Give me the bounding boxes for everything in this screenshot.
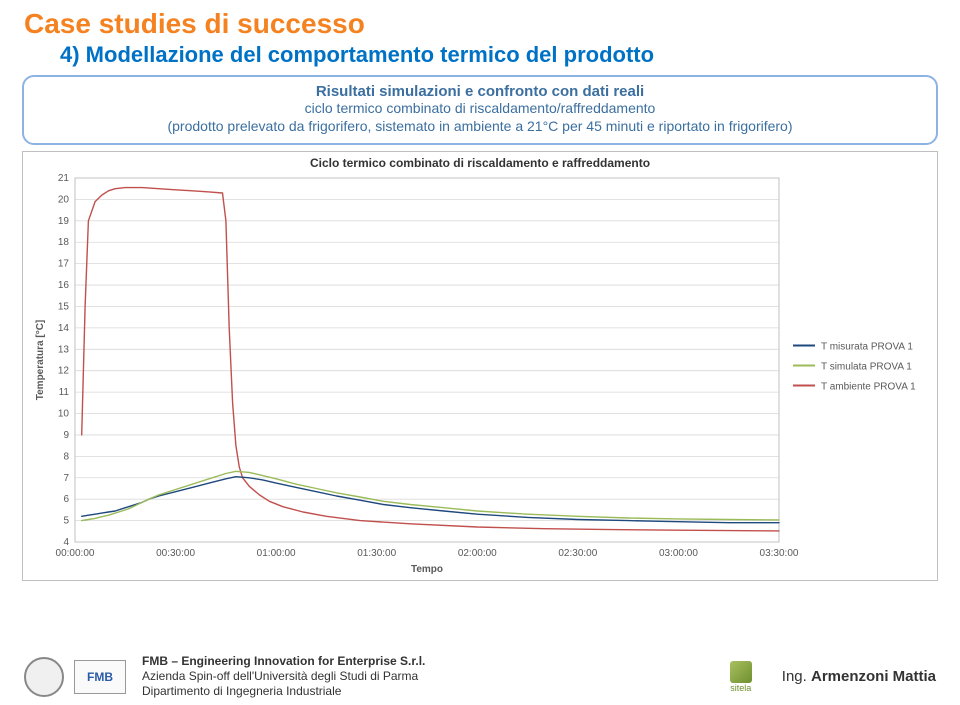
svg-text:02:00:00: 02:00:00 [458,548,497,559]
svg-text:20: 20 [58,195,70,206]
footer-org-line1: FMB – Engineering Innovation for Enterpr… [142,654,425,669]
svg-text:03:00:00: 03:00:00 [659,548,698,559]
description-box: Risultati simulazioni e confronto con da… [22,75,938,145]
svg-text:03:30:00: 03:30:00 [760,548,799,559]
svg-text:8: 8 [63,452,69,463]
description-body: ciclo termico combinato di riscaldamento… [42,100,918,135]
footer-org-line2: Azienda Spin-off dell'Università degli S… [142,669,425,684]
footer-right: sitela Ing. Armenzoni Mattia [714,658,936,696]
line-chart: 4 5 6 7 8 9 10 11 12 13 14 15 16 17 18 19 20 21 00:00:00 00… [29,172,929,576]
description-heading: Risultati simulazioni e confronto con da… [42,83,918,100]
footer: FMB FMB – Engineering Innovation for Ent… [0,654,960,699]
svg-text:4: 4 [63,537,69,548]
svg-text:T misurata PROVA 1: T misurata PROVA 1 [821,342,913,353]
svg-text:Tempo: Tempo [411,564,443,575]
svg-text:21: 21 [58,173,70,184]
svg-text:15: 15 [58,302,70,313]
svg-text:T ambiente PROVA 1: T ambiente PROVA 1 [821,382,916,393]
chart-title: Ciclo termico combinato di riscaldamento… [29,156,931,170]
sitea-label: sitela [730,683,751,693]
page-subtitle: 4) Modellazione del comportamento termic… [0,42,960,73]
svg-text:18: 18 [58,238,70,249]
svg-text:9: 9 [63,430,69,441]
footer-left: FMB FMB – Engineering Innovation for Ent… [24,654,425,699]
svg-text:17: 17 [58,259,70,270]
svg-text:16: 16 [58,280,70,291]
author-name: Armenzoni Mattia [811,668,936,685]
svg-text:13: 13 [58,345,70,356]
footer-org-text: FMB – Engineering Innovation for Enterpr… [142,654,425,699]
svg-text:00:30:00: 00:30:00 [156,548,195,559]
sitea-logo: sitela [714,658,768,696]
svg-text:10: 10 [58,409,70,420]
university-seal-icon [24,657,64,697]
author-label: Ing. Armenzoni Mattia [782,668,936,685]
sitea-square-icon [730,661,752,683]
fmb-logo: FMB [74,660,126,694]
chart-container: Ciclo termico combinato di riscaldamento… [22,151,938,581]
svg-text:5: 5 [63,516,69,527]
svg-text:01:00:00: 01:00:00 [257,548,296,559]
svg-text:Temperatura [°C]: Temperatura [°C] [35,320,46,401]
author-prefix: Ing. [782,668,811,685]
footer-org-line3: Dipartimento di Ingegneria Industriale [142,684,425,699]
svg-text:14: 14 [58,323,70,334]
svg-text:19: 19 [58,216,70,227]
svg-text:11: 11 [59,387,70,398]
svg-text:7: 7 [63,473,69,484]
svg-text:T simulata PROVA 1: T simulata PROVA 1 [821,362,912,373]
svg-text:12: 12 [58,366,70,377]
svg-text:02:30:00: 02:30:00 [558,548,597,559]
svg-text:01:30:00: 01:30:00 [357,548,396,559]
svg-text:6: 6 [63,494,69,505]
page-title: Case studies di successo [0,0,960,42]
svg-text:00:00:00: 00:00:00 [56,548,95,559]
